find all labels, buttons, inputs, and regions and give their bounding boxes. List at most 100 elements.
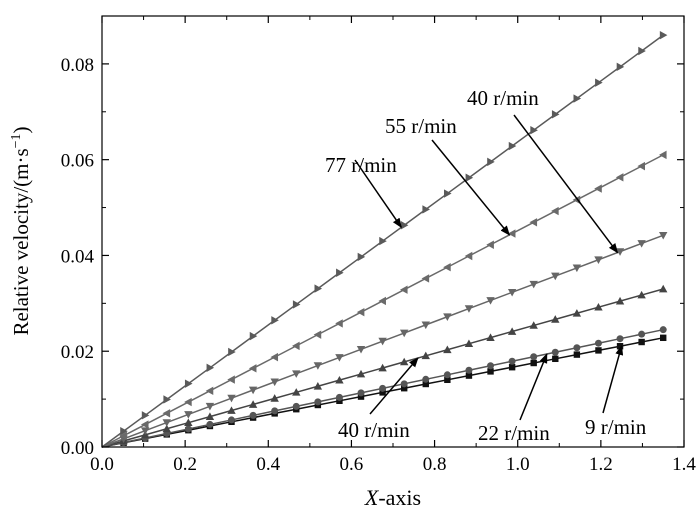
data-point: [443, 345, 452, 354]
data-point: [659, 150, 667, 160]
data-point: [356, 307, 365, 317]
data-point: [184, 397, 192, 407]
data-point: [335, 393, 343, 401]
data-point: [572, 195, 581, 205]
x-axis-label: X-axis: [364, 485, 421, 510]
data-point: [551, 110, 560, 119]
data-point: [638, 330, 646, 338]
data-point: [595, 78, 603, 87]
data-point: [421, 274, 430, 283]
data-point: [464, 251, 473, 261]
data-point: [399, 329, 409, 338]
data-point: [205, 402, 215, 411]
x-tick-label: 1.0: [506, 454, 530, 475]
data-point: [530, 125, 538, 135]
data-point: [227, 375, 235, 384]
series-layer: [101, 30, 668, 448]
data-point: [400, 385, 408, 392]
data-point: [508, 364, 516, 371]
data-point: [594, 256, 603, 264]
data-point: [551, 272, 560, 281]
data-point: [248, 386, 258, 395]
data-point: [379, 236, 387, 246]
data-point: [292, 341, 300, 351]
data-point: [595, 347, 602, 354]
data-point: [464, 305, 474, 313]
annotation-label: 9 r/min: [585, 415, 647, 439]
annotations: 77 r/min 55 r/min 40 r/min 40 r/min 22 r/min…: [325, 86, 647, 445]
annotation-label: 55 r/min: [385, 114, 457, 138]
axis-ticks: 0.0 0.2 0.4 0.6 0.8 1.0 1.2 1.4 0.00 0.02 0.04 0.06…: [61, 15, 696, 475]
data-point: [184, 411, 193, 419]
data-point: [616, 62, 625, 72]
y-tick-label: 0.00: [61, 438, 94, 459]
data-point: [228, 347, 236, 357]
data-point: [660, 334, 667, 342]
data-point: [313, 362, 323, 370]
data-point: [487, 368, 494, 375]
data-point: [487, 157, 495, 167]
data-point: [465, 366, 473, 374]
data-point: [292, 300, 301, 309]
data-point: [356, 369, 366, 378]
data-point: [400, 380, 408, 388]
data-point: [248, 364, 257, 373]
data-point: [120, 426, 128, 436]
data-point: [443, 371, 451, 379]
data-point: [638, 46, 646, 56]
data-point: [379, 384, 387, 392]
data-point: [443, 263, 451, 272]
data-point: [615, 173, 624, 182]
x-tick-label: 0.2: [173, 454, 197, 475]
data-point: [270, 352, 279, 362]
data-point: [573, 94, 582, 103]
annotation-arrow: [519, 353, 548, 421]
annotation-arrow: [602, 344, 624, 414]
data-point: [227, 406, 236, 414]
data-point: [140, 420, 149, 429]
annotation-arrow: [513, 114, 619, 254]
data-point: [378, 363, 387, 372]
data-point: [637, 290, 646, 299]
data-point: [551, 315, 560, 323]
x-tick-label: 0.6: [340, 454, 364, 475]
data-point: [422, 375, 430, 383]
data-point: [573, 344, 581, 352]
data-point: [444, 189, 452, 198]
data-point: [162, 409, 171, 418]
data-point: [336, 268, 344, 277]
data-point: [400, 221, 409, 230]
x-axis-label-rest: -axis: [378, 485, 421, 510]
data-point: [292, 370, 301, 378]
data-point: [659, 284, 668, 293]
data-point: [637, 161, 645, 171]
data-point: [572, 309, 582, 317]
annotation-label: 22 r/min: [478, 421, 550, 445]
y-tick-label: 0.06: [61, 151, 94, 172]
annotation-label: 40 r/min: [467, 86, 539, 110]
y-axis-label-sup: −1: [9, 133, 24, 148]
y-axis-label-tail: ): [9, 126, 33, 133]
data-point: [335, 354, 344, 362]
data-point: [314, 284, 323, 293]
data-point: [378, 296, 386, 306]
data-point: [486, 333, 495, 341]
data-point: [228, 416, 236, 424]
data-point: [421, 351, 430, 360]
data-point: [292, 402, 300, 410]
series-40-r-min-3: [101, 231, 668, 448]
data-point: [444, 376, 451, 384]
data-point: [551, 206, 559, 216]
data-point: [486, 240, 494, 249]
data-point: [227, 394, 236, 403]
data-point: [637, 240, 646, 248]
data-point: [313, 382, 323, 390]
data-point: [357, 393, 365, 400]
data-point: [270, 394, 279, 402]
data-point: [184, 425, 192, 433]
data-point: [249, 331, 258, 341]
data-point: [356, 345, 366, 354]
data-point: [638, 338, 645, 346]
data-point: [421, 321, 430, 330]
